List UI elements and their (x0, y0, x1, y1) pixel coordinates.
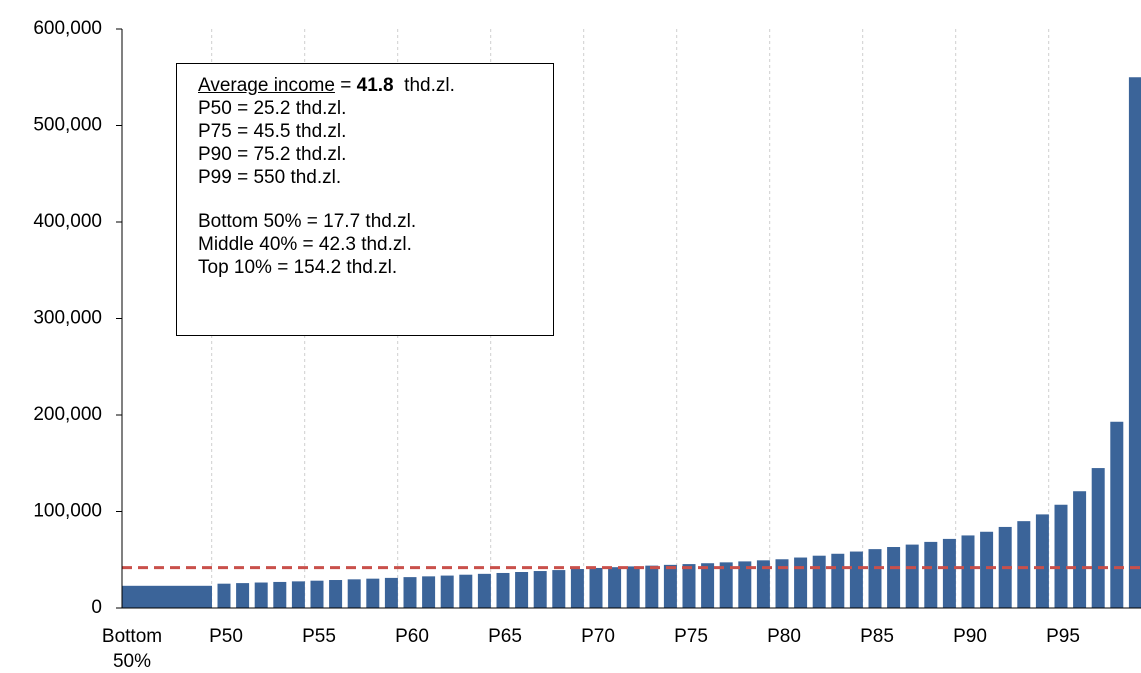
y-tick-label: 400,000 (33, 211, 102, 232)
bar (682, 564, 696, 608)
x-tick-label: P90 (953, 626, 987, 647)
annotation-line: Top 10% = 154.2 thd.zl. (198, 257, 398, 278)
annotation-line: P75 = 45.5 thd.zl. (198, 121, 347, 142)
bar (812, 555, 826, 608)
percentile-lines: P50 = 25.2 thd.zl. P75 = 45.5 thd.zl. P90 … (198, 97, 553, 189)
bar (329, 580, 343, 608)
bar (236, 583, 250, 608)
x-tick-label: P85 (860, 626, 894, 647)
bar (1110, 421, 1124, 608)
bar (980, 531, 994, 608)
bar (1128, 77, 1141, 608)
bar (366, 578, 380, 608)
bar (347, 579, 361, 608)
bar (719, 562, 733, 608)
group-lines: Bottom 50% = 17.7 thd.zl. Middle 40% = 42… (198, 210, 553, 279)
bar (924, 541, 938, 608)
bar (477, 573, 491, 608)
bar (942, 538, 956, 608)
y-tick-label: 100,000 (33, 501, 102, 522)
annotation-line: P90 = 75.2 thd.zl. (198, 144, 347, 165)
x-tick-label: P55 (302, 626, 336, 647)
y-tick-label: 600,000 (33, 18, 102, 39)
bar (626, 566, 640, 608)
x-tick-label: P70 (581, 626, 615, 647)
bar (663, 564, 677, 608)
bar (1091, 468, 1105, 608)
y-tick-label: 0 (91, 597, 102, 618)
y-tick-label: 200,000 (33, 404, 102, 425)
bar (645, 565, 659, 608)
bar (570, 569, 584, 608)
bar (756, 560, 770, 608)
annotation-line: Middle 40% = 42.3 thd.zl. (198, 234, 412, 255)
bar (831, 553, 845, 608)
bar (961, 535, 975, 608)
bar (552, 570, 566, 608)
annotation-box: Average income = 41.8 thd.zl. P50 = 25.2… (176, 63, 554, 336)
x-tick-label: P50 (209, 626, 243, 647)
bar (775, 559, 789, 608)
bar (887, 547, 901, 608)
bar (291, 581, 305, 608)
bar (403, 577, 417, 608)
annotation-line: P50 = 25.2 thd.zl. (198, 98, 347, 119)
annotation-line: Bottom 50% = 17.7 thd.zl. (198, 211, 417, 232)
bar (122, 585, 212, 608)
bar (794, 557, 808, 608)
bar (589, 567, 603, 608)
bar (1035, 514, 1049, 608)
bar (273, 581, 287, 608)
bar (1054, 504, 1068, 608)
bar (1017, 521, 1031, 608)
bar (310, 580, 324, 608)
average-label: Average income (198, 75, 335, 96)
x-tick-label: P65 (488, 626, 522, 647)
bar (496, 572, 510, 608)
x-tick-label: P60 (395, 626, 429, 647)
bar (608, 567, 622, 608)
average-value: 41.8 (356, 75, 394, 96)
equals: = (340, 75, 352, 96)
x-tick-label: P75 (674, 626, 708, 647)
x-tick-label: P95 (1046, 626, 1080, 647)
bar (868, 549, 882, 608)
bar (905, 544, 919, 608)
bar (515, 572, 529, 608)
bar (440, 575, 454, 608)
x-tick-label: Bottom 50% (101, 626, 163, 672)
y-tick-label: 300,000 (33, 308, 102, 329)
bar (849, 551, 863, 608)
bar (1073, 491, 1087, 608)
bar (701, 563, 715, 608)
bar (217, 583, 231, 608)
annotation-line: P99 = 550 thd.zl. (198, 167, 342, 188)
average-unit: thd.zl. (404, 75, 455, 96)
bar (459, 574, 473, 608)
bar (533, 571, 547, 608)
y-tick-label: 500,000 (33, 115, 102, 136)
bar (422, 576, 436, 608)
bar (254, 582, 268, 608)
x-tick-label: P80 (767, 626, 801, 647)
bar (738, 561, 752, 608)
average-line-text: Average income = 41.8 thd.zl. (198, 74, 553, 97)
bar (384, 577, 398, 608)
